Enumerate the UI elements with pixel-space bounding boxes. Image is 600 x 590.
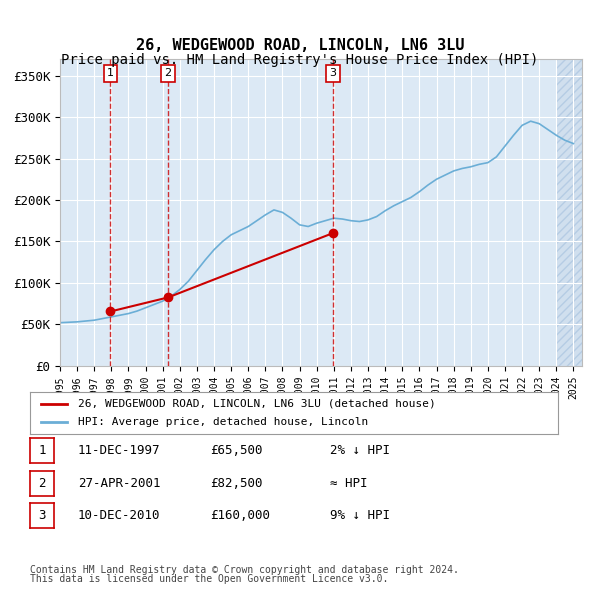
Text: 3: 3 (38, 509, 46, 522)
Text: 1: 1 (107, 68, 114, 78)
Text: 2: 2 (164, 68, 172, 78)
Text: 10-DEC-2010: 10-DEC-2010 (78, 509, 161, 522)
Text: ≈ HPI: ≈ HPI (330, 477, 367, 490)
Text: Contains HM Land Registry data © Crown copyright and database right 2024.: Contains HM Land Registry data © Crown c… (30, 565, 459, 575)
Text: 11-DEC-1997: 11-DEC-1997 (78, 444, 161, 457)
Text: 26, WEDGEWOOD ROAD, LINCOLN, LN6 3LU (detached house): 26, WEDGEWOOD ROAD, LINCOLN, LN6 3LU (de… (77, 399, 435, 409)
Text: 9% ↓ HPI: 9% ↓ HPI (330, 509, 390, 522)
Text: 2: 2 (38, 477, 46, 490)
Text: 3: 3 (329, 68, 337, 78)
Text: 26, WEDGEWOOD ROAD, LINCOLN, LN6 3LU: 26, WEDGEWOOD ROAD, LINCOLN, LN6 3LU (136, 38, 464, 53)
Text: £65,500: £65,500 (210, 444, 263, 457)
Text: 2% ↓ HPI: 2% ↓ HPI (330, 444, 390, 457)
Text: This data is licensed under the Open Government Licence v3.0.: This data is licensed under the Open Gov… (30, 574, 388, 584)
Bar (556, 59, 582, 366)
Text: Price paid vs. HM Land Registry's House Price Index (HPI): Price paid vs. HM Land Registry's House … (61, 53, 539, 67)
Text: £82,500: £82,500 (210, 477, 263, 490)
Text: £160,000: £160,000 (210, 509, 270, 522)
Text: 1: 1 (38, 444, 46, 457)
Text: HPI: Average price, detached house, Lincoln: HPI: Average price, detached house, Linc… (77, 417, 368, 427)
Text: 27-APR-2001: 27-APR-2001 (78, 477, 161, 490)
